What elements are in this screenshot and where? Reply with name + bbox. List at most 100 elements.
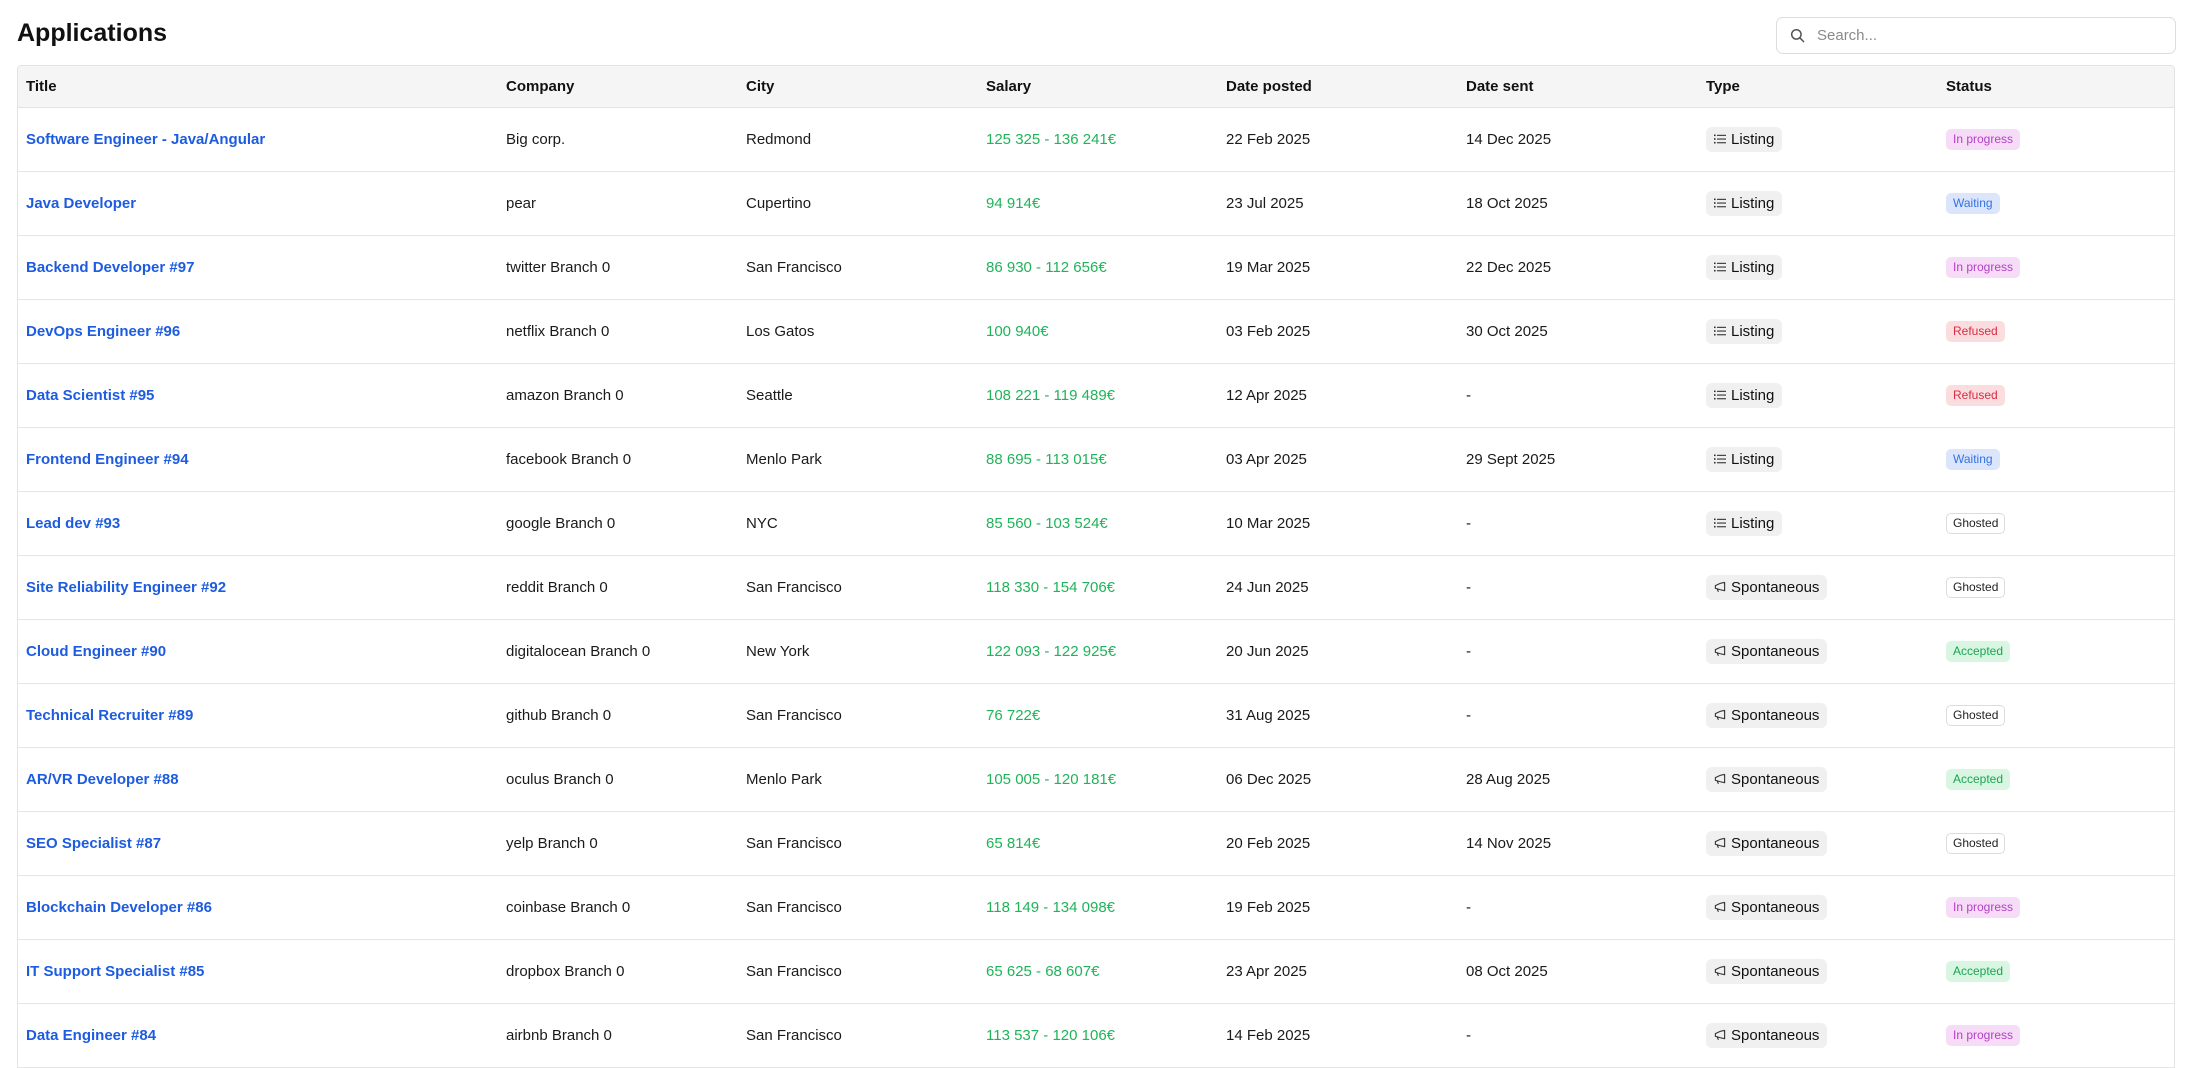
table-row[interactable]: AR/VR Developer #88 oculus Branch 0 Menl… [18, 747, 2174, 811]
cell-company: github Branch 0 [506, 706, 612, 724]
salary-value: 94 914€ [986, 194, 1041, 212]
status-badge: In progress [1946, 896, 2021, 918]
job-title-link[interactable]: Lead dev #93 [26, 514, 121, 532]
cell-date-sent: 29 Sept 2025 [1466, 450, 1556, 468]
cell-title: Data Scientist #95 [18, 363, 498, 427]
job-title-link[interactable]: Technical Recruiter #89 [26, 706, 194, 724]
cell-type: Listing [1698, 299, 1938, 363]
table-row[interactable]: Lead dev #93 google Branch 0 NYC 85 560 … [18, 491, 2174, 555]
salary-value: 105 005 - 120 181€ [986, 770, 1117, 788]
header-type[interactable]: Type [1698, 66, 1938, 108]
job-title-link[interactable]: Site Reliability Engineer #92 [26, 578, 227, 596]
table-row[interactable]: Data Scientist #95 amazon Branch 0 Seatt… [18, 363, 2174, 427]
type-label: Spontaneous [1731, 770, 1820, 788]
cell-date-sent: - [1466, 898, 1471, 916]
cell-company: yelp Branch 0 [506, 834, 598, 852]
job-title-link[interactable]: Java Developer [26, 194, 137, 212]
cell-type: Spontaneous [1698, 683, 1938, 747]
cell-salary: 108 221 - 119 489€ [978, 363, 1218, 427]
header-salary[interactable]: Salary [978, 66, 1218, 108]
cell-company: Big corp. [506, 130, 566, 148]
type-badge: Listing [1706, 510, 1783, 536]
job-title-link[interactable]: Data Engineer #84 [26, 1026, 157, 1044]
cell-date-posted: 20 Feb 2025 [1226, 834, 1311, 852]
cell-date-posted: 19 Mar 2025 [1226, 258, 1311, 276]
cell-date-posted: 22 Feb 2025 [1226, 130, 1311, 148]
header-date-sent[interactable]: Date sent [1458, 66, 1698, 108]
job-title-link[interactable]: DevOps Engineer #96 [26, 322, 181, 340]
cell-company: digitalocean Branch 0 [506, 642, 651, 660]
table-row[interactable]: Backend Developer #97 twitter Branch 0 S… [18, 235, 2174, 299]
table-row[interactable]: SEO Specialist #87 yelp Branch 0 San Fra… [18, 811, 2174, 875]
megaphone-icon [1714, 645, 1726, 657]
type-badge: Listing [1706, 382, 1783, 408]
table-row[interactable]: Technical Recruiter #89 github Branch 0 … [18, 683, 2174, 747]
type-badge: Listing [1706, 190, 1783, 216]
type-badge: Listing [1706, 318, 1783, 344]
job-title-link[interactable]: IT Support Specialist #85 [26, 962, 205, 980]
table-row[interactable]: Blockchain Developer #86 coinbase Branch… [18, 875, 2174, 939]
job-title-link[interactable]: AR/VR Developer #88 [26, 770, 179, 788]
cell-status: Ghosted [1938, 491, 2174, 555]
search-input[interactable] [1817, 18, 2157, 53]
table-row[interactable]: Data Engineer #84 airbnb Branch 0 San Fr… [18, 1003, 2174, 1067]
cell-status: Refused [1938, 363, 2174, 427]
cell-date-sent: - [1466, 642, 1471, 660]
cell-status: Waiting [1938, 171, 2174, 235]
table-row[interactable]: Site Reliability Engineer #92 reddit Bra… [18, 555, 2174, 619]
type-badge: Spontaneous [1706, 894, 1828, 920]
status-badge: Waiting [1946, 448, 2000, 470]
cell-date-posted: 23 Apr 2025 [1226, 962, 1307, 980]
job-title-link[interactable]: SEO Specialist #87 [26, 834, 162, 852]
type-label: Listing [1731, 450, 1775, 468]
table-row[interactable]: Frontend Engineer #94 facebook Branch 0 … [18, 427, 2174, 491]
cell-date-posted: 10 Mar 2025 [1226, 514, 1311, 532]
megaphone-icon [1714, 709, 1726, 721]
table-row[interactable]: IT Support Specialist #85 dropbox Branch… [18, 939, 2174, 1003]
type-label: Listing [1731, 322, 1775, 340]
header-company[interactable]: Company [498, 66, 738, 108]
cell-city: Cupertino [746, 194, 812, 212]
cell-status: Ghosted [1938, 811, 2174, 875]
cell-salary: 65 814€ [978, 811, 1218, 875]
header-title[interactable]: Title [18, 66, 498, 108]
header-date-posted[interactable]: Date posted [1218, 66, 1458, 108]
type-label: Listing [1731, 194, 1775, 212]
table-row[interactable]: Java Developer pear Cupertino 94 914€ 23… [18, 171, 2174, 235]
job-title-link[interactable]: Blockchain Developer #86 [26, 898, 212, 916]
type-label: Spontaneous [1731, 642, 1820, 660]
cell-date-sent: 28 Aug 2025 [1466, 770, 1551, 788]
cell-date-sent: 18 Oct 2025 [1466, 194, 1548, 212]
table-row[interactable]: Software Engineer - Java/Angular Big cor… [18, 107, 2174, 171]
job-title-link[interactable]: Backend Developer #97 [26, 258, 195, 276]
cell-salary: 88 695 - 113 015€ [978, 427, 1218, 491]
job-title-link[interactable]: Frontend Engineer #94 [26, 450, 189, 468]
cell-type: Listing [1698, 363, 1938, 427]
cell-date-posted: 24 Jun 2025 [1226, 578, 1309, 596]
job-title-link[interactable]: Cloud Engineer #90 [26, 642, 167, 660]
megaphone-icon [1714, 773, 1726, 785]
cell-status: In progress [1938, 235, 2174, 299]
job-title-link[interactable]: Software Engineer - Java/Angular [26, 130, 266, 148]
table-row[interactable]: Cloud Engineer #90 digitalocean Branch 0… [18, 619, 2174, 683]
header-status[interactable]: Status [1938, 66, 2174, 108]
cell-type: Listing [1698, 235, 1938, 299]
cell-company: amazon Branch 0 [506, 386, 624, 404]
type-badge: Listing [1706, 254, 1783, 280]
status-badge: In progress [1946, 256, 2021, 278]
header-city[interactable]: City [738, 66, 978, 108]
cell-type: Listing [1698, 107, 1938, 171]
table-row[interactable]: DevOps Engineer #96 netflix Branch 0 Los… [18, 299, 2174, 363]
cell-title: AR/VR Developer #88 [18, 747, 498, 811]
cell-salary: 85 560 - 103 524€ [978, 491, 1218, 555]
cell-title: SEO Specialist #87 [18, 811, 498, 875]
cell-company: twitter Branch 0 [506, 258, 611, 276]
job-title-link[interactable]: Data Scientist #95 [26, 386, 155, 404]
type-badge: Spontaneous [1706, 574, 1828, 600]
salary-value: 85 560 - 103 524€ [986, 514, 1108, 532]
type-label: Listing [1731, 386, 1775, 404]
salary-value: 122 093 - 122 925€ [986, 642, 1117, 660]
cell-city: Redmond [746, 130, 812, 148]
search-box[interactable] [1776, 17, 2176, 54]
